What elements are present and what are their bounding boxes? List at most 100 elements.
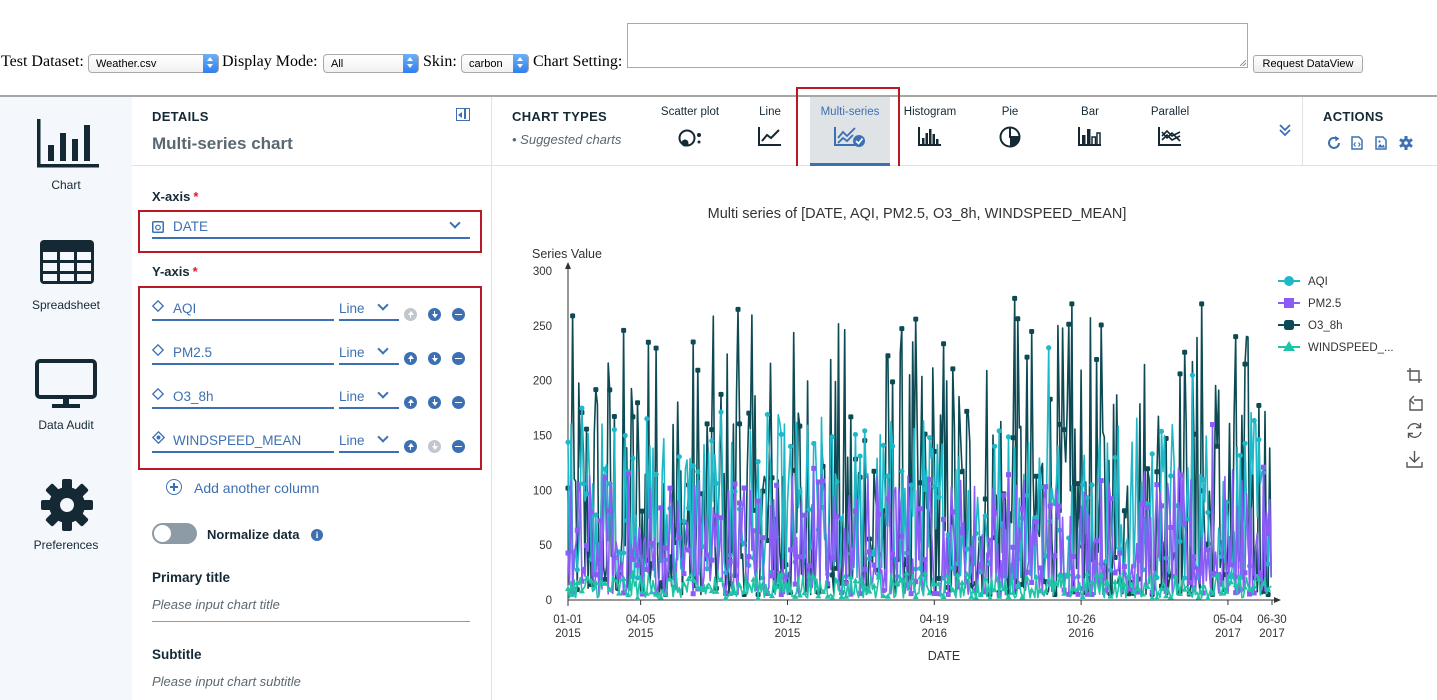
x-tick-label: 01-01	[553, 614, 582, 626]
yaxis-column-select-2[interactable]: PM2.5	[152, 341, 334, 365]
nav-item-spreadsheet[interactable]: Spreadsheet	[0, 240, 132, 320]
nav-item-data-audit[interactable]: Data Audit	[0, 359, 132, 439]
nav-item-chart[interactable]: Chart	[0, 119, 132, 199]
x-tick-label: 06-30	[1257, 614, 1286, 626]
move-down-button[interactable]	[428, 396, 441, 409]
reset-icon[interactable]	[1405, 421, 1424, 440]
data-point	[769, 592, 776, 599]
data-point	[685, 575, 692, 581]
data-point	[620, 575, 627, 582]
data-point	[773, 583, 780, 590]
chart-setting-textarea[interactable]	[627, 23, 1248, 68]
x-tick-label: 10-26	[1066, 614, 1095, 626]
data-point	[1237, 574, 1244, 580]
download-icon[interactable]	[1406, 450, 1423, 468]
remove-column-button[interactable]	[452, 440, 465, 453]
yaxis-column-name: AQI	[173, 301, 197, 316]
data-point	[1075, 481, 1081, 487]
data-point	[565, 439, 571, 445]
data-point	[950, 366, 956, 372]
move-up-button[interactable]	[404, 440, 417, 453]
data-point	[1010, 589, 1017, 595]
data-point	[676, 454, 682, 460]
subtitle-input[interactable]: Please input chart subtitle	[152, 674, 301, 689]
refresh-icon[interactable]	[1327, 136, 1341, 150]
data-point	[1158, 503, 1164, 509]
data-point	[1075, 585, 1082, 591]
data-point	[1102, 580, 1109, 586]
yaxis-column-select-1[interactable]: AQI	[152, 297, 334, 321]
data-point	[963, 570, 970, 577]
chart-type-pie[interactable]: Pie	[970, 97, 1050, 166]
move-up-button[interactable]	[404, 352, 417, 365]
yaxis-type-select-1[interactable]: Line	[339, 297, 399, 321]
display-mode-select[interactable]: All	[323, 54, 419, 73]
chart-type-parallel[interactable]: Parallel	[1130, 97, 1210, 166]
skin-select[interactable]: carbon	[461, 54, 529, 73]
code-file-icon[interactable]	[1351, 136, 1363, 150]
data-point	[927, 435, 933, 441]
data-point	[722, 594, 729, 601]
multi-series-plot[interactable]: Series Value 0 50 100 150 200 250 300 01-01 2015 0…	[492, 166, 1437, 700]
data-point	[769, 573, 775, 579]
primary-title-label: Primary title	[152, 570, 231, 585]
data-point	[1191, 554, 1197, 560]
yaxis-type-select-2[interactable]: Line	[339, 341, 399, 365]
chart-type-bar[interactable]: Bar	[1050, 97, 1130, 166]
data-point	[908, 578, 915, 585]
remove-column-button[interactable]	[452, 352, 465, 365]
yaxis-type-select-3[interactable]: Line	[339, 385, 399, 409]
data-point	[736, 582, 743, 588]
move-up-button[interactable]	[404, 396, 417, 409]
data-point	[792, 593, 799, 599]
chart-type-multi-series[interactable]: Multi-series	[810, 97, 890, 166]
xaxis-select[interactable]: DATE	[152, 215, 470, 239]
remove-column-button[interactable]	[452, 396, 465, 409]
nav-item-preferences[interactable]: Preferences	[0, 479, 132, 559]
remove-column-button[interactable]	[452, 308, 465, 321]
data-point	[593, 387, 599, 393]
move-down-button[interactable]	[428, 308, 441, 321]
collapse-panel-icon[interactable]	[456, 108, 470, 121]
x-tick-label: 04-19	[920, 614, 949, 626]
move-down-button[interactable]	[428, 440, 441, 453]
data-point	[695, 469, 701, 475]
data-point	[1189, 372, 1196, 378]
move-up-button[interactable]	[404, 308, 417, 321]
data-point	[699, 586, 706, 593]
data-point	[1066, 321, 1072, 327]
data-point	[899, 468, 905, 474]
display-mode-label: Display Mode:	[222, 53, 318, 70]
image-file-icon[interactable]	[1375, 136, 1387, 150]
primary-title-input[interactable]: Please input chart title	[152, 597, 280, 612]
data-point	[1186, 579, 1192, 585]
chart-type-scatter[interactable]: Scatter plot	[650, 97, 730, 166]
data-point	[778, 571, 785, 577]
yaxis-column-select-4[interactable]: WINDSPEED_MEAN	[152, 429, 334, 453]
crop-icon[interactable]	[1406, 367, 1423, 384]
x-tick-year: 2016	[921, 628, 947, 640]
request-dataview-button[interactable]: Request DataView	[1253, 55, 1363, 73]
data-point	[723, 590, 729, 596]
chart-type-histogram[interactable]: Histogram	[890, 97, 970, 166]
settings-gear-icon[interactable]	[1399, 136, 1413, 150]
info-icon[interactable]: i	[311, 529, 323, 541]
normalize-toggle[interactable]	[152, 523, 197, 544]
yaxis-column-select-3[interactable]: O3_8h	[152, 385, 334, 409]
data-point	[1080, 482, 1086, 488]
restore-crop-icon[interactable]	[1406, 394, 1423, 411]
data-point	[1121, 564, 1127, 570]
data-point	[1005, 593, 1012, 600]
dataset-select[interactable]: Weather.csv	[88, 54, 219, 73]
data-point	[635, 562, 641, 568]
data-point	[801, 589, 808, 596]
double-chevron-down-icon[interactable]	[1278, 123, 1292, 137]
data-point	[727, 559, 733, 565]
data-point	[653, 345, 659, 351]
chart-type-line[interactable]: Line	[730, 97, 810, 166]
yaxis-type-select-4[interactable]: Line	[339, 429, 399, 453]
move-down-button[interactable]	[428, 352, 441, 365]
data-point	[653, 471, 659, 477]
data-point	[1228, 562, 1234, 568]
actions-panel: ACTIONS	[1302, 97, 1437, 166]
